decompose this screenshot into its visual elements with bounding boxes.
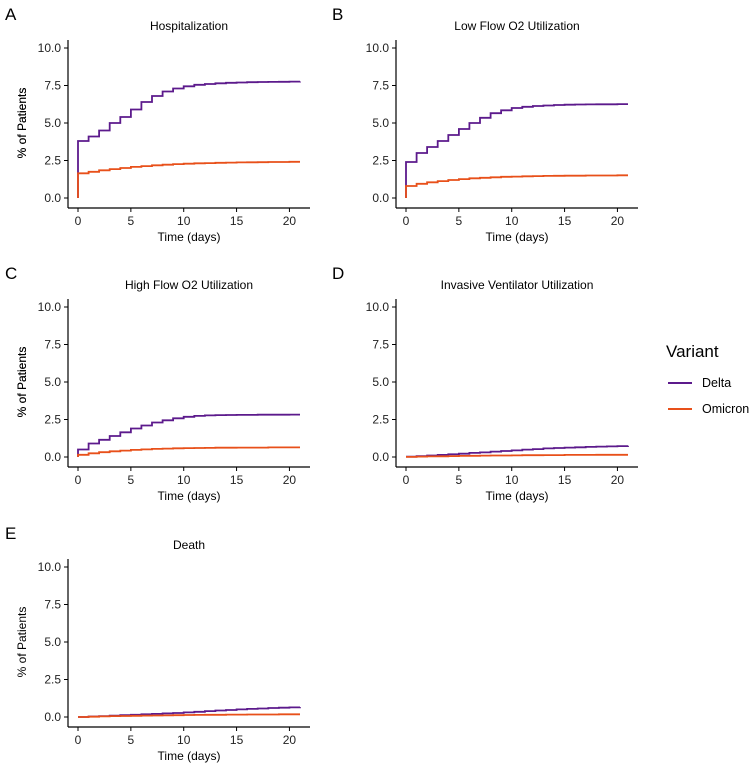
x-tick-label: 15 bbox=[230, 473, 244, 487]
y-tick-label: 10.0 bbox=[38, 300, 62, 314]
panel-a: A Hospitalization 0.0 2.5 5.0 7.5 10.0 0 5 10 15 20… bbox=[5, 5, 310, 244]
y-tick-label: 7.5 bbox=[44, 338, 61, 352]
y-tick-label: 10.0 bbox=[38, 560, 62, 574]
y-tick-label: 5.0 bbox=[44, 635, 61, 649]
y-tick-label: 7.5 bbox=[44, 79, 61, 93]
y-tick-label: 0.0 bbox=[44, 191, 61, 205]
x-tick-label: 5 bbox=[456, 214, 463, 228]
panel-title-hospitalization: Hospitalization bbox=[150, 19, 228, 33]
panel-d: D Invasive Ventilator Utilization 0.0 2.5 5.… bbox=[15, 264, 638, 503]
x-tick-label: 0 bbox=[75, 214, 82, 228]
series-line-delta bbox=[405, 103, 628, 198]
y-tick-label: 2.5 bbox=[372, 413, 389, 427]
panel-e: E Death 0.0 2.5 5.0 7.5 10.0 0 5 10 15 20 Time (days… bbox=[5, 524, 310, 763]
x-tick-label: 15 bbox=[230, 214, 244, 228]
x-tick-label: 20 bbox=[283, 473, 297, 487]
series-line-omicron bbox=[78, 713, 300, 718]
panel-title-invasive-ventilator-utilization: Invasive Ventilator Utilization bbox=[441, 278, 594, 292]
y-tick-label: 2.5 bbox=[44, 413, 61, 427]
y-axis-label: % of Patients bbox=[15, 347, 29, 418]
x-axis-label: Time (days) bbox=[486, 230, 549, 244]
x-tick-label: 0 bbox=[403, 473, 410, 487]
legend-title: Variant bbox=[666, 342, 719, 361]
y-tick-label: 0.0 bbox=[44, 710, 61, 724]
y-tick-label: 10.0 bbox=[38, 41, 62, 55]
x-tick-label: 15 bbox=[230, 733, 244, 747]
panel-title-high-flow-o2-utilization: High Flow O2 Utilization bbox=[125, 278, 253, 292]
y-tick-label: 2.5 bbox=[44, 673, 61, 687]
x-tick-label: 20 bbox=[611, 214, 625, 228]
y-tick-label: 5.0 bbox=[372, 375, 389, 389]
y-tick-label: 5.0 bbox=[44, 116, 61, 130]
x-tick-label: 0 bbox=[75, 733, 82, 747]
panel-title-death: Death bbox=[173, 538, 205, 552]
x-tick-label: 10 bbox=[177, 214, 191, 228]
y-tick-label: 0.0 bbox=[44, 450, 61, 464]
panel-letter-e: E bbox=[5, 524, 16, 543]
legend-label-delta: Delta bbox=[702, 376, 731, 390]
series-line-omicron bbox=[405, 174, 628, 198]
legend: Variant Delta Omicron bbox=[666, 342, 749, 416]
series-line-delta bbox=[77, 80, 301, 198]
x-tick-label: 20 bbox=[283, 214, 297, 228]
y-tick-label: 0.0 bbox=[372, 191, 389, 205]
x-axis-label: Time (days) bbox=[486, 489, 549, 503]
x-axis-label: Time (days) bbox=[158, 489, 221, 503]
y-tick-label: 7.5 bbox=[372, 79, 389, 93]
y-tick-label: 0.0 bbox=[372, 450, 389, 464]
x-tick-label: 15 bbox=[558, 214, 572, 228]
panel-letter-b: B bbox=[332, 5, 343, 24]
x-axis-label: Time (days) bbox=[158, 749, 221, 763]
panel-letter-c: C bbox=[5, 264, 17, 283]
series-line-delta bbox=[77, 413, 300, 457]
x-tick-label: 5 bbox=[128, 214, 135, 228]
y-tick-label: 10.0 bbox=[366, 41, 390, 55]
x-tick-label: 20 bbox=[283, 733, 297, 747]
y-axis-label: % of Patients bbox=[15, 347, 29, 418]
x-tick-label: 5 bbox=[128, 733, 135, 747]
y-tick-label: 7.5 bbox=[372, 338, 389, 352]
x-tick-label: 15 bbox=[558, 473, 572, 487]
y-tick-label: 5.0 bbox=[372, 116, 389, 130]
series-line-omicron bbox=[77, 446, 300, 457]
x-tick-label: 5 bbox=[456, 473, 463, 487]
x-tick-label: 0 bbox=[403, 214, 410, 228]
y-tick-label: 5.0 bbox=[44, 375, 61, 389]
x-tick-label: 5 bbox=[128, 473, 135, 487]
y-tick-label: 2.5 bbox=[372, 154, 389, 168]
panel-c: C High Flow O2 Utilization 0.0 2.5 5.0 7.5 10.… bbox=[5, 264, 310, 503]
panel-letter-a: A bbox=[5, 5, 17, 24]
y-tick-label: 7.5 bbox=[44, 598, 61, 612]
series-line-delta bbox=[406, 445, 629, 458]
x-tick-label: 10 bbox=[177, 733, 191, 747]
y-axis-label: % of Patients bbox=[15, 607, 29, 678]
series-line-omicron bbox=[406, 453, 628, 458]
panel-title-low-flow-o2-utilization: Low Flow O2 Utilization bbox=[454, 19, 579, 33]
panel-b: B Low Flow O2 Utilization 0.0 2.5 5.0 7.5 10.0… bbox=[15, 5, 638, 244]
y-tick-label: 10.0 bbox=[366, 300, 390, 314]
x-tick-label: 10 bbox=[505, 473, 519, 487]
x-tick-label: 0 bbox=[75, 473, 82, 487]
x-tick-label: 10 bbox=[177, 473, 191, 487]
series-line-omicron bbox=[77, 160, 300, 198]
chart-panels: A Hospitalization 0.0 2.5 5.0 7.5 10.0 0 5 10 15 20… bbox=[5, 5, 638, 763]
x-tick-label: 10 bbox=[505, 214, 519, 228]
x-axis-label: Time (days) bbox=[158, 230, 221, 244]
panel-letter-d: D bbox=[332, 264, 344, 283]
y-tick-label: 2.5 bbox=[44, 154, 61, 168]
x-tick-label: 20 bbox=[611, 473, 625, 487]
legend-label-omicron: Omicron bbox=[702, 402, 749, 416]
y-axis-label: % of Patients bbox=[15, 88, 29, 159]
y-axis-label: % of Patients bbox=[15, 88, 29, 159]
